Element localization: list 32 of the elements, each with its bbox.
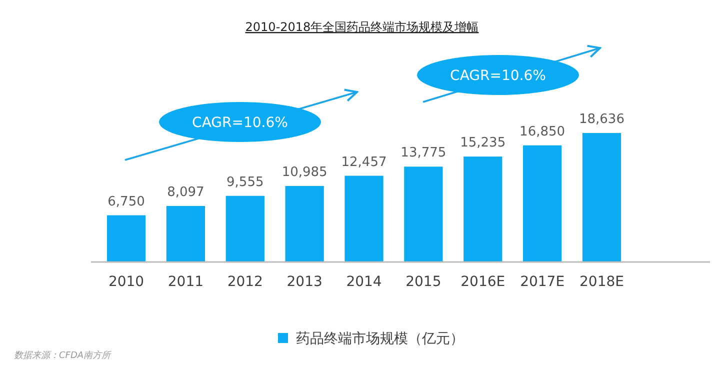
bar	[404, 166, 443, 262]
data-label: 8,097	[167, 184, 204, 200]
data-label: 6,750	[108, 194, 145, 210]
data-label: 13,775	[400, 146, 446, 161]
data-label: 9,555	[226, 174, 264, 190]
bar	[166, 206, 206, 262]
bar	[464, 156, 502, 262]
x-tick-label: 2011	[168, 274, 204, 290]
x-tick-label: 2015	[406, 274, 442, 290]
x-tick-label: 2017E	[520, 274, 565, 290]
data-label: 18,636	[578, 112, 624, 127]
bar	[106, 215, 146, 262]
chart-title: 2010-2018年全国药品终端市场规模及增幅	[245, 20, 479, 34]
x-tick-label: 2012	[227, 274, 263, 290]
data-label: 10,985	[282, 164, 328, 180]
text: CAGR=10.6%	[192, 115, 288, 131]
bar	[344, 176, 384, 262]
bar	[522, 145, 562, 262]
bar	[285, 186, 324, 262]
data-label: 12,457	[341, 154, 387, 170]
source-note: 数据来源：CFDA南方所	[14, 350, 113, 361]
x-tick-label: 2016E	[460, 274, 506, 290]
text: CAGR=10.6%	[450, 68, 546, 84]
x-tick-label: 2014	[346, 274, 382, 290]
bar	[582, 133, 622, 262]
x-tick-label: 2018E	[580, 274, 624, 290]
x-tick-label: 2013	[286, 274, 322, 290]
legend-label: 药品终端市场规模（亿元）	[296, 331, 464, 347]
data-label: 15,235	[460, 136, 506, 151]
x-tick-label: 2010	[108, 274, 144, 290]
bar	[226, 196, 264, 262]
data-label: 16,850	[520, 124, 566, 140]
